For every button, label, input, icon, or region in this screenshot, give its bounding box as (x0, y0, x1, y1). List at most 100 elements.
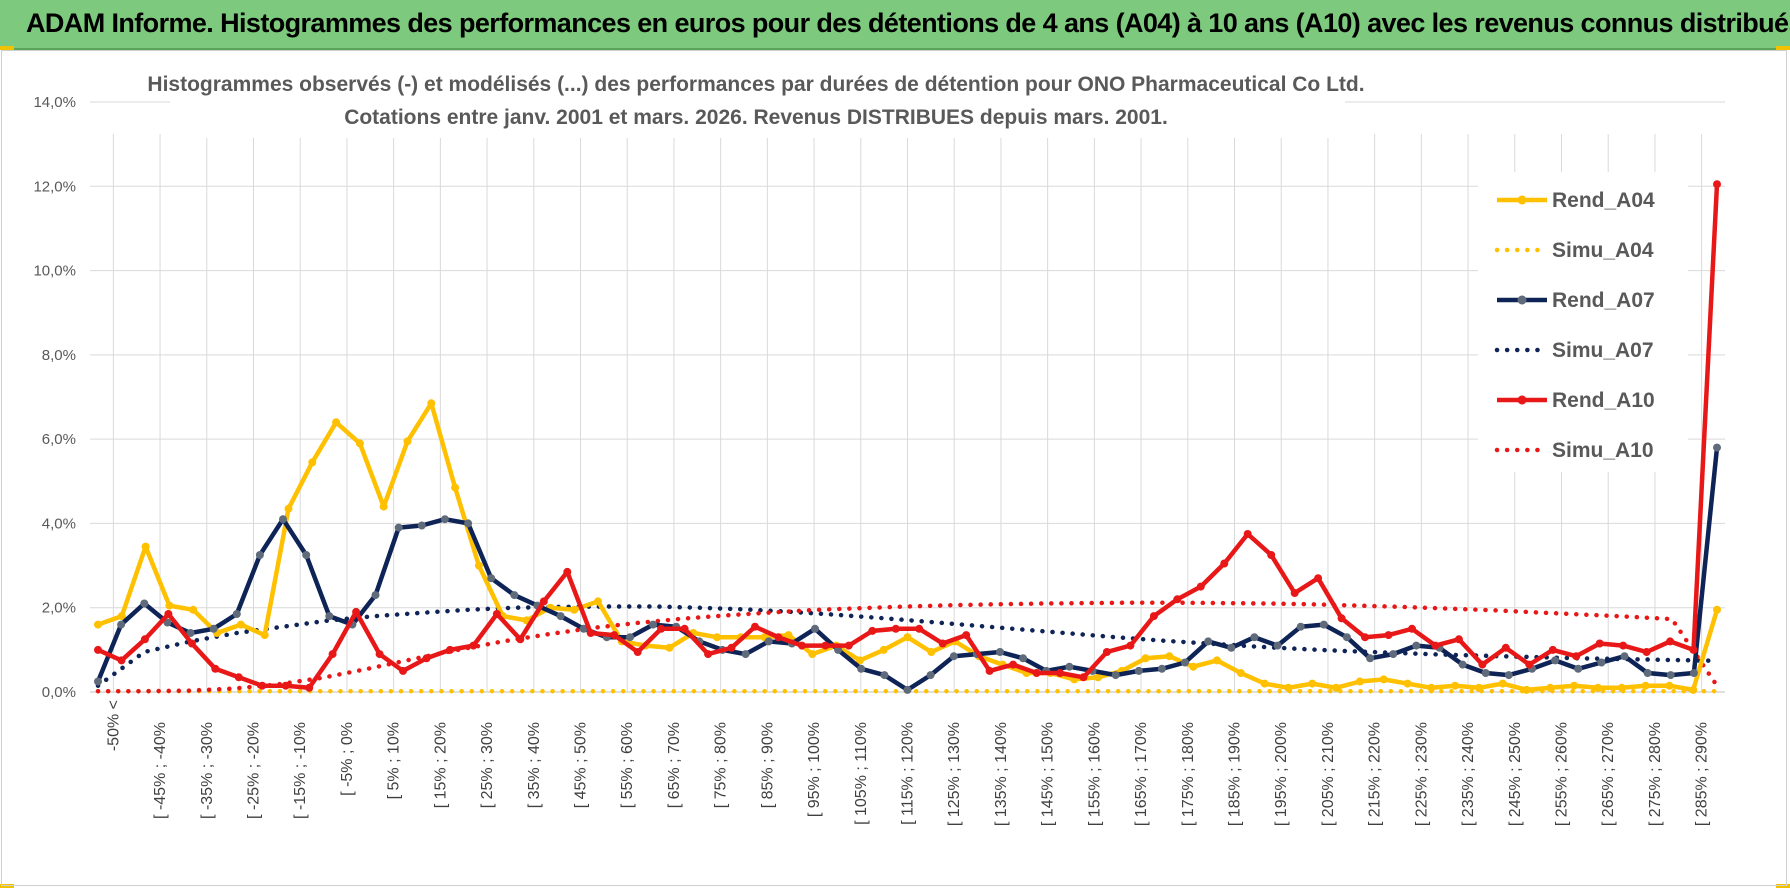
series-point-rend-a10 (305, 683, 314, 692)
series-point-rend-a04 (1403, 679, 1412, 688)
series-point-rend-a04 (808, 650, 817, 659)
series-point-rend-a10 (563, 567, 572, 576)
series-point-rend-a07 (1134, 666, 1143, 675)
series-point-rend-a04 (903, 633, 912, 642)
series-point-rend-a07 (510, 591, 519, 600)
series-point-rend-a07 (1181, 658, 1189, 667)
x-tick-label: [ 235% ; 240% (1460, 722, 1477, 826)
series-point-rend-a04 (141, 542, 150, 551)
series-point-rend-a04 (1260, 679, 1269, 688)
series-point-rend-a10 (1548, 645, 1557, 654)
series-point-rend-a04 (1617, 683, 1626, 692)
series-point-rend-a04 (1094, 673, 1102, 682)
series-point-rend-a10 (539, 597, 548, 606)
legend-swatch-marker (1517, 195, 1527, 205)
series-point-rend-a04 (855, 656, 864, 665)
x-tick-label: [ 195% ; 200% (1273, 722, 1290, 826)
legend-label: Simu_A04 (1552, 239, 1654, 262)
series-point-rend-a07 (1458, 660, 1467, 669)
series-point-rend-a04 (165, 601, 174, 610)
series-point-rend-a10 (821, 641, 830, 650)
series-point-rend-a10 (1454, 635, 1463, 644)
series-point-rend-a04 (713, 633, 721, 642)
series-point-rend-a07 (556, 612, 565, 621)
series-point-rend-a07 (94, 677, 102, 686)
series-point-rend-a04 (117, 612, 126, 621)
series-point-rend-a07 (1111, 671, 1120, 680)
x-tick-label: [ -5% ; 0% (339, 722, 356, 796)
series-point-rend-a04 (1284, 683, 1293, 692)
series-line-simu-a10 (95, 600, 1720, 694)
series-point-rend-a10 (516, 635, 525, 644)
series-point-rend-a04 (1451, 681, 1460, 690)
series-point-rend-a07 (857, 664, 866, 673)
x-tick-label: [ 255% ; 260% (1554, 722, 1571, 826)
series-point-rend-a04 (1236, 669, 1245, 677)
x-tick-label: -50% < (105, 700, 122, 751)
series-point-rend-a04 (1141, 654, 1150, 663)
series-point-rend-a10 (915, 624, 924, 633)
legend-label: Rend_A04 (1552, 189, 1655, 212)
corner-accent-right (1776, 46, 1790, 50)
series-point-rend-a04 (427, 399, 436, 408)
x-tick-label: [ 165% ; 170% (1133, 722, 1150, 826)
series-point-rend-a10 (140, 635, 149, 644)
series-point-rend-a10 (1572, 652, 1581, 661)
x-axis-ticks: -50% < [ -45% ; -40% [ -35% ; -30% [ -25% ;… (105, 700, 1710, 826)
x-tick-label: [ 285% ; 290% (1694, 722, 1711, 826)
series-point-rend-a04 (332, 418, 341, 427)
series-point-rend-a04 (665, 643, 674, 652)
series-point-rend-a10 (1525, 660, 1534, 669)
series-layer (94, 180, 1721, 694)
series-point-rend-a10 (1149, 612, 1158, 621)
series-point-rend-a07 (487, 574, 496, 583)
series-point-rend-a07 (1342, 633, 1351, 642)
legend-swatch-marker (1517, 395, 1527, 405)
series-point-rend-a07 (1389, 650, 1398, 659)
corner-accent-bottom-right (1776, 884, 1790, 888)
x-tick-label: [ 95% ; 100% (806, 722, 823, 817)
series-point-rend-a04 (1570, 681, 1579, 690)
series-point-rend-a04 (1474, 683, 1483, 692)
series-point-rend-a10 (117, 656, 126, 665)
series-point-rend-a10 (1689, 645, 1698, 654)
series-point-rend-a04 (403, 437, 412, 446)
series-point-rend-a04 (1165, 652, 1174, 661)
series-point-rend-a07 (1250, 633, 1259, 642)
y-tick-label: 14,0% (33, 94, 76, 111)
x-tick-label: [ 265% ; 270% (1600, 722, 1617, 826)
x-tick-label: [ 15% ; 20% (432, 722, 449, 808)
series-point-rend-a07 (1504, 671, 1513, 680)
series-point-rend-a10 (1666, 637, 1675, 646)
report-title: ADAM Informe. Histogrammes des performan… (26, 8, 1790, 38)
series-point-rend-a07 (325, 612, 334, 621)
series-point-rend-a07 (764, 637, 773, 646)
series-point-rend-a07 (117, 620, 126, 629)
legend-label: Rend_A07 (1552, 289, 1655, 312)
x-tick-label: [ 245% ; 250% (1507, 722, 1524, 826)
series-point-rend-a10 (1384, 631, 1393, 640)
series-point-rend-a04 (189, 605, 198, 614)
series-point-rend-a10 (1337, 614, 1346, 623)
title-backdrop (170, 66, 1345, 138)
x-tick-label: [ 45% ; 50% (573, 722, 590, 808)
x-tick-label: [ 135% ; 140% (993, 722, 1010, 826)
x-tick-label: [ -15% ; -10% (292, 722, 309, 819)
series-point-rend-a10 (211, 664, 220, 673)
series-line-rend-a10 (97, 184, 1720, 691)
series-point-rend-a10 (328, 650, 337, 659)
corner-accent-bottom-left (0, 884, 14, 888)
series-point-rend-a07 (579, 624, 588, 633)
x-tick-label: [ 275% ; 280% (1647, 722, 1664, 826)
series-point-rend-a07 (1065, 662, 1074, 671)
series-point-rend-a07 (232, 610, 241, 618)
series-point-rend-a10 (1314, 574, 1323, 583)
series-point-rend-a04 (927, 648, 936, 656)
series-point-rend-a10 (751, 622, 759, 631)
series-point-rend-a07 (1412, 641, 1421, 650)
series-point-rend-a10 (1267, 551, 1276, 559)
x-tick-label: [ -45% ; -40% (152, 722, 169, 819)
series-point-rend-a07 (1481, 669, 1490, 677)
series-point-rend-a10 (586, 629, 595, 637)
